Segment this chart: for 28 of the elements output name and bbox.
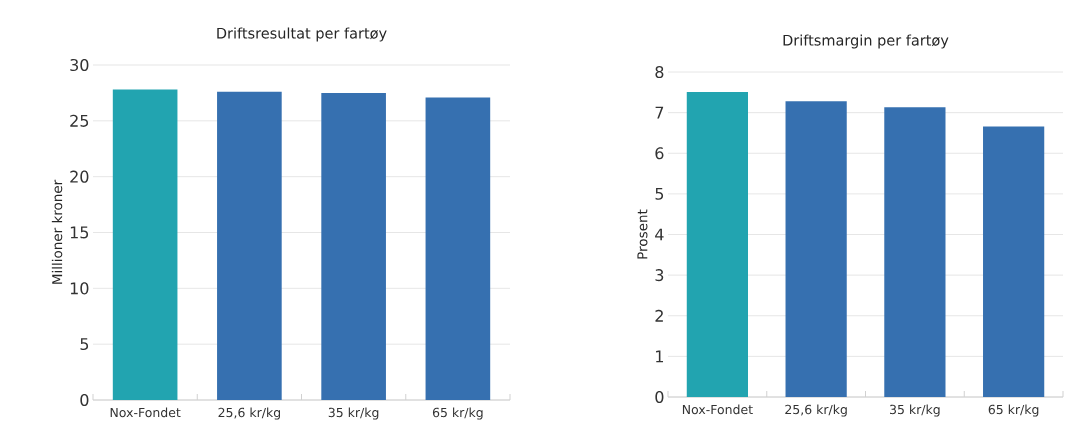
x-tick-label: Nox-Fondet xyxy=(682,404,753,415)
y-tick-label: 5 xyxy=(655,187,664,200)
x-tick-label: Nox-Fondet xyxy=(110,407,181,418)
y-tick-label: 0 xyxy=(655,390,664,404)
y-tick-label: 30 xyxy=(70,58,89,72)
y-tick-label: 3 xyxy=(655,269,664,282)
y-tick-label: 0 xyxy=(80,393,89,407)
y-axis-title: Millioner kroner xyxy=(51,179,63,284)
x-tick-label: 65 kr/kg xyxy=(988,404,1039,417)
chart-title: Driftsresultat per fartøy xyxy=(217,27,387,42)
y-tick-label: 15 xyxy=(70,226,89,239)
x-tick-label: 35 kr/kg xyxy=(328,407,379,420)
y-tick-label: 7 xyxy=(655,106,664,119)
y-tick-label: 20 xyxy=(70,170,89,183)
y-axis-title: Prosent xyxy=(637,209,648,259)
x-tick-label: 25,6 kr/kg xyxy=(785,404,847,417)
y-tick-label: 5 xyxy=(80,338,89,351)
x-tick-label: 65 kr/kg xyxy=(432,407,483,420)
y-tick-label: 6 xyxy=(655,147,664,160)
y-tick-label: 8 xyxy=(655,65,664,79)
x-tick-label: 25,6 kr/kg xyxy=(218,407,280,420)
y-tick-label: 25 xyxy=(70,114,89,127)
y-tick-label: 4 xyxy=(655,228,664,241)
x-tick-label: 35 kr/kg xyxy=(890,404,940,417)
chart-title: Driftsmargin per fartøy xyxy=(783,34,949,49)
y-tick-label: 1 xyxy=(656,350,664,363)
y-tick-label: 10 xyxy=(70,282,89,295)
y-tick-label: 2 xyxy=(655,309,663,322)
